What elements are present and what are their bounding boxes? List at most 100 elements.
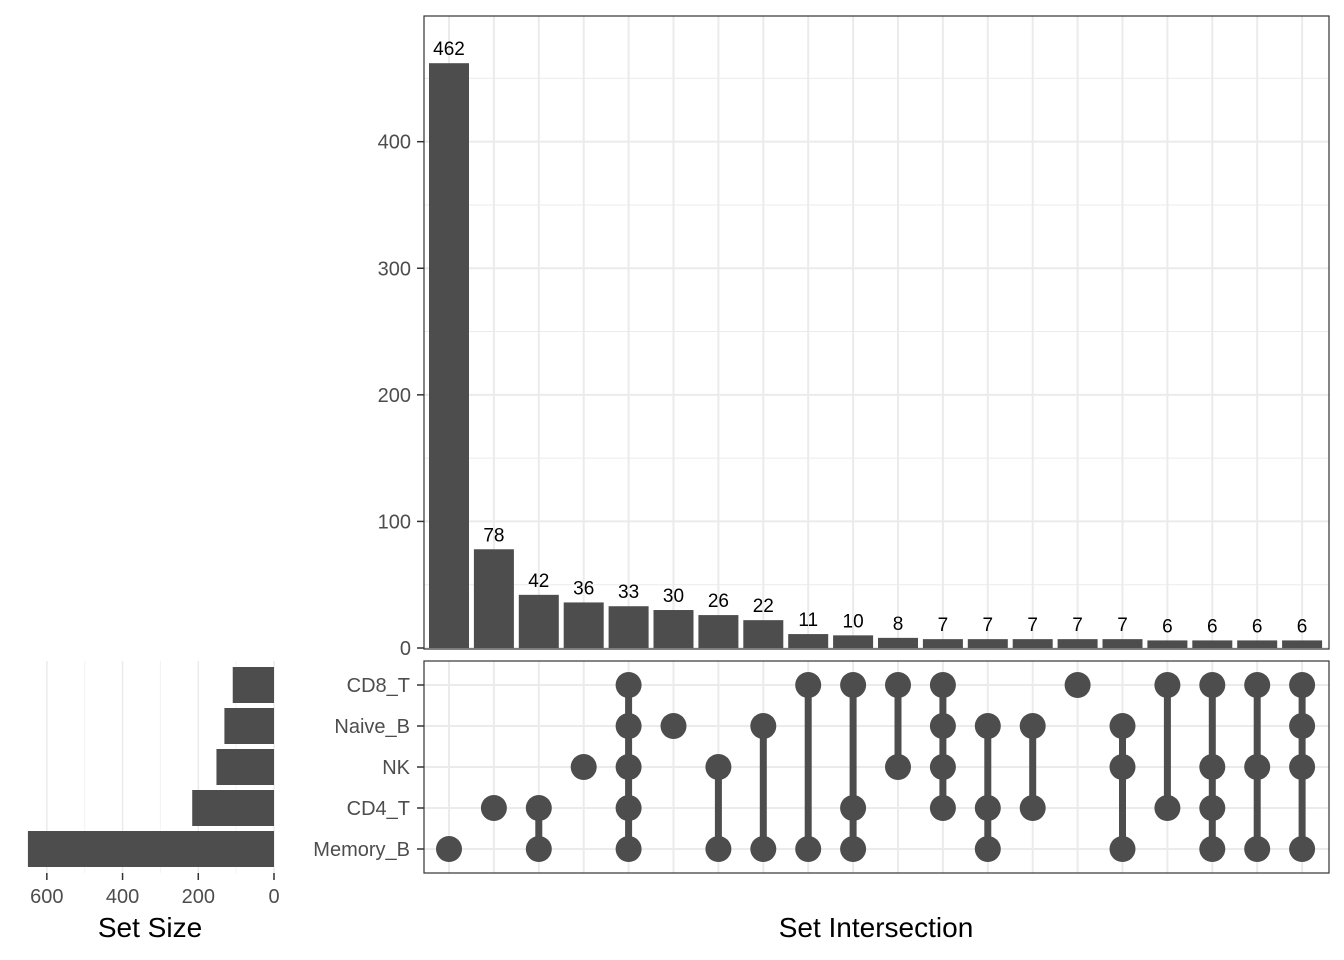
matrix-dot	[480, 795, 507, 821]
intersection-bar	[429, 63, 469, 649]
set-name-label: Memory_B	[313, 839, 410, 861]
y-tick-label: 100	[378, 511, 411, 533]
matrix-panel-border	[423, 660, 1330, 874]
matrix-dot	[660, 713, 687, 739]
intersection-panel-border	[423, 15, 1330, 650]
intersection-bar-label: 6	[1252, 616, 1263, 637]
y-tick-label: 200	[378, 385, 411, 407]
intersection-bar-label: 42	[528, 571, 549, 592]
matrix-dot	[795, 836, 822, 862]
matrix-dot	[885, 754, 911, 780]
intersection-bar-label: 6	[1207, 616, 1218, 637]
matrix-dot	[1109, 713, 1136, 739]
intersection-bar-label: 462	[433, 39, 465, 60]
intersection-bar	[1057, 639, 1098, 648]
matrix-dot	[436, 836, 462, 862]
matrix-dot	[615, 795, 642, 821]
intersection-bar-label: 10	[843, 611, 864, 632]
matrix-dot	[750, 713, 777, 739]
matrix-dot	[1289, 754, 1316, 780]
set-size-bar	[192, 790, 274, 826]
matrix-dot	[705, 836, 732, 862]
intersection-bar	[473, 549, 514, 648]
matrix-dot	[840, 836, 867, 862]
matrix-dot	[615, 754, 642, 780]
intersection-bar	[967, 639, 1008, 648]
matrix-dot	[929, 795, 956, 821]
grid-layer	[46, 16, 1329, 873]
intersection-bar-label: 8	[893, 614, 904, 635]
matrix-dot	[1109, 836, 1136, 862]
matrix-dot	[929, 754, 956, 780]
y-tick-label: 400	[378, 132, 411, 154]
intersection-bar-label: 36	[573, 578, 594, 599]
matrix-dot	[1244, 672, 1271, 698]
matrix-dot	[1199, 836, 1226, 862]
intersection-bar-label: 11	[798, 610, 818, 631]
intersection-bar	[653, 610, 694, 648]
intersection-bar-label: 22	[753, 596, 774, 617]
matrix-dot	[570, 754, 597, 780]
set-name-label: CD4_T	[347, 798, 410, 820]
matrix-dot	[750, 836, 777, 862]
intersection-bar	[1282, 640, 1323, 648]
intersection-matrix	[436, 672, 1316, 862]
intersection-bar	[1192, 640, 1233, 648]
intersection-bar	[922, 639, 963, 648]
matrix-dot	[525, 836, 552, 862]
intersection-bar	[698, 615, 739, 648]
matrix-dot	[1199, 795, 1226, 821]
set-size-bar	[224, 708, 274, 744]
intersection-bar-label: 78	[483, 525, 504, 546]
intersection-bar	[743, 620, 784, 648]
setsize-tick-label: 200	[182, 886, 215, 908]
matrix-dot	[1289, 672, 1316, 698]
set-name-label: NK	[382, 757, 410, 779]
matrix-dot	[1289, 713, 1316, 739]
intersection-bar	[878, 637, 918, 648]
matrix-dot	[705, 754, 732, 780]
matrix-dot	[615, 672, 642, 698]
matrix-dot	[840, 672, 867, 698]
matrix-dot	[885, 672, 911, 698]
matrix-dot	[1154, 795, 1181, 821]
matrix-dot	[1109, 754, 1136, 780]
y-tick-label: 0	[400, 638, 411, 660]
matrix-dot	[1064, 672, 1091, 698]
matrix-dot	[1244, 754, 1271, 780]
set-size-label: Set Size	[98, 912, 202, 943]
matrix-dot	[840, 795, 867, 821]
intersection-bar-label: 7	[1117, 615, 1128, 636]
setsize-tick-label: 600	[30, 886, 63, 908]
axes: 0 100 200 300 400 Memory_B CD4_T NK Naive_B CD8_T…	[30, 132, 424, 908]
matrix-dot	[1019, 713, 1046, 739]
matrix-dot	[615, 836, 642, 862]
matrix-dot	[1019, 795, 1046, 821]
intersection-bar-label: 6	[1297, 616, 1308, 637]
intersection-bar-label: 7	[1027, 615, 1038, 636]
intersection-bar-label: 6	[1162, 616, 1173, 637]
matrix-dot	[615, 713, 642, 739]
matrix-dot	[1289, 836, 1316, 862]
set-size-bar	[27, 831, 274, 867]
intersection-bar	[833, 635, 874, 648]
intersection-bar	[1102, 639, 1143, 648]
intersection-bar	[1147, 640, 1188, 648]
intersection-bar	[788, 634, 829, 648]
intersection-bar-label: 7	[938, 615, 949, 636]
matrix-dot	[1154, 672, 1181, 698]
intersection-bars	[429, 63, 1323, 649]
intersection-bar	[608, 606, 649, 648]
y-tick-label: 300	[378, 258, 411, 280]
matrix-dot	[1199, 672, 1226, 698]
intersection-bar-label: 7	[1072, 615, 1083, 636]
setsize-tick-label: 400	[106, 886, 139, 908]
setsize-tick-label: 0	[268, 886, 279, 908]
matrix-dot	[929, 672, 956, 698]
intersection-bar-label: 26	[708, 591, 729, 612]
matrix-dot	[974, 836, 1001, 862]
intersection-bar	[1237, 640, 1278, 648]
matrix-dot	[974, 795, 1001, 821]
matrix-dot	[929, 713, 956, 739]
